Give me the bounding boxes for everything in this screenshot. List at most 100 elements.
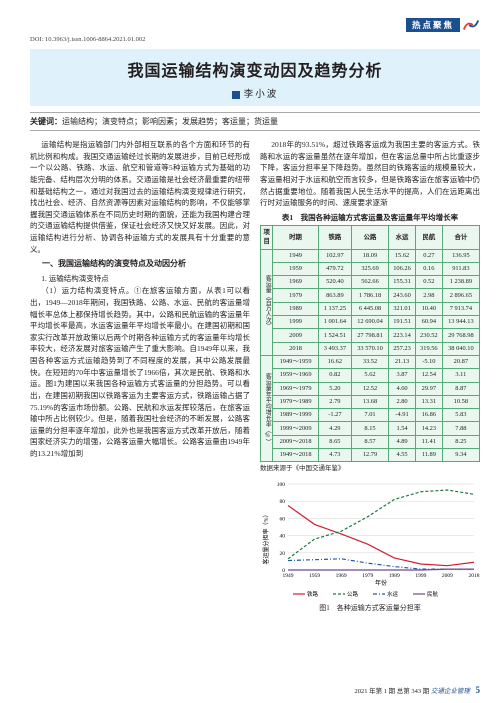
table-cell: 1959～1969 [273,369,319,382]
table-cell: 257.23 [389,342,416,355]
svg-text:2018: 2018 [469,573,480,579]
svg-text:20: 20 [280,551,286,557]
svg-text:2009: 2009 [442,573,453,579]
table-cell: 12 690.04 [351,316,388,329]
svg-text:1999: 1999 [415,573,426,579]
svg-text:1969: 1969 [336,573,347,579]
footer-brand: 交通企业管理 [431,688,470,695]
table-cell: 1999 [273,316,319,329]
keywords-text: 运输结构；演变特点；影响因素；发展趋势；客运量；货运量 [62,117,278,126]
table-cell: 11.41 [415,435,442,448]
table-row: 1959～19690.825.623.8712.543.11 [261,369,480,382]
table-cell: 18.09 [351,249,388,262]
keywords-label: 关键词： [30,117,62,126]
table-cell: 102.97 [318,249,351,262]
table-cell: 6 445.08 [351,302,388,315]
table-row: 1969520.40562.66155.310.521 238.89 [261,276,480,289]
table-cell: 1 238.89 [442,276,479,289]
table-cell: 8.15 [351,422,388,435]
table-rowgroup-label: 客运量年平均增长率（%） [261,355,273,461]
table-cell: 7.01 [351,409,388,422]
table-cell: 0.52 [415,276,442,289]
table-cell: 8.57 [351,435,388,448]
table-cell: 13.31 [415,395,442,408]
data-table: 项目时期铁路公路水运民航合计 客运量（百万人次）1949102.9718.091… [260,225,480,462]
table-cell: 8.25 [442,435,479,448]
section-heading: 一、我国运输结构的演变特点及动因分析 [30,258,250,270]
table-cell: 0.16 [415,262,442,275]
table-cell: 2.79 [318,395,351,408]
table-header: 铁路 [318,226,351,249]
author-line: 李小波 [30,86,480,100]
table-cell: 5.62 [351,369,388,382]
table-cell: 2018 [273,342,319,355]
table-row: 1959479.72325.69106.260.16911.83 [261,262,480,275]
table-row: 1989～1999-1.277.01-4.9116.865.83 [261,409,480,422]
table-cell: 1989 [273,302,319,315]
table-cell: 106.26 [389,262,416,275]
right-column: 2018年的93.51%，超过铁路客运成为我国主要的客运方式。铁路和水运的客运量… [260,139,480,614]
section-label: 热点聚焦 [406,18,460,32]
table-row: 1999～20094.298.151.5414.237.88 [261,422,480,435]
table-cell: 911.83 [442,262,479,275]
chart-caption: 图1 各种运输方式客运量分担率 [260,603,480,614]
table-cell: 2 896.65 [442,289,479,302]
table-cell: 2.80 [389,395,416,408]
table-row: 20091 524.5127 798.81223.14230.5229 768.… [261,329,480,342]
left-column: 运输结构是指运输部门内外部相互联系的各个方面和环节的有机比例和构成。我国交通运输… [30,139,250,614]
table-row: 20183 493.3733 570.10257.23319.5638 040.… [261,342,480,355]
table-cell: 1999～2009 [273,422,319,435]
table-row: 19891 137.256 445.08321.0110.407 913.74 [261,302,480,315]
sub-heading: 1. 运输结构演变特点 [30,273,250,285]
table-cell: 4.60 [389,382,416,395]
table-cell: 29 768.98 [442,329,479,342]
table-cell: 136.95 [442,249,479,262]
table-cell: 230.52 [415,329,442,342]
body-paragraph: 运输结构是指运输部门内外部相互联系的各个方面和环节的有机比例和构成。我国交通运输… [30,139,250,255]
table-cell: 2009～2018 [273,435,319,448]
line-chart: 0204060801001949195919691979198919992009… [260,478,480,613]
table-cell: 60.94 [415,316,442,329]
table-cell: 13.68 [351,395,388,408]
table-cell: 1969～1979 [273,382,319,395]
table-cell: 3 493.37 [318,342,351,355]
table-cell: 15.62 [389,249,416,262]
svg-text:客运量分担率（%）: 客运量分担率（%） [262,512,270,565]
table-cell: 7.88 [442,422,479,435]
table-cell: 5.83 [442,409,479,422]
table-source: 数据来源于《中国交通年鉴》 [260,464,480,474]
table-cell: 2009 [273,329,319,342]
table-cell: 1 524.51 [318,329,351,342]
table-cell: 38 040.10 [442,342,479,355]
table-cell: 520.40 [318,276,351,289]
table-cell: 155.31 [389,276,416,289]
table-cell: 3.87 [389,369,416,382]
table-cell: 319.56 [415,342,442,355]
svg-text:1949: 1949 [283,573,294,579]
table-cell: -4.91 [389,409,416,422]
body-paragraph: 2018年的93.51%，超过铁路客运成为我国主要的客运方式。铁路和水运的客运量… [260,139,480,209]
table-row: 1949～20184.7312.794.5511.899.34 [261,449,480,462]
body-paragraph: （1）运力结构演变特点。①在旅客运输方面，从表1可以看出，1949—2018年期… [30,285,250,459]
author-square-icon [232,91,240,99]
table-cell: 1949～1959 [273,355,319,368]
svg-text:100: 100 [277,482,286,488]
page-footer: 2021 年第 1 期 总第 343 期 交通企业管理 5 [355,685,481,695]
table-rowgroup-label: 客运量（百万人次） [261,249,273,355]
journal-logo-icon [462,18,480,32]
svg-text:1989: 1989 [389,573,400,579]
table-cell: 12.52 [351,382,388,395]
table-cell: 21.13 [389,355,416,368]
table-cell: 321.01 [389,302,416,315]
table-header: 水运 [389,226,416,249]
table-cell: 1949～2018 [273,449,319,462]
table-cell: 29.97 [415,382,442,395]
table-cell: 14.23 [415,422,442,435]
author-name: 李小波 [244,90,279,100]
table-cell: -5.10 [415,355,442,368]
table-cell: 4.89 [389,435,416,448]
table-cell: 1 786.18 [351,289,388,302]
table-cell: 0.82 [318,369,351,382]
table-cell: 0.27 [415,249,442,262]
table-row: 1979～19892.7913.682.8013.3110.58 [261,395,480,408]
